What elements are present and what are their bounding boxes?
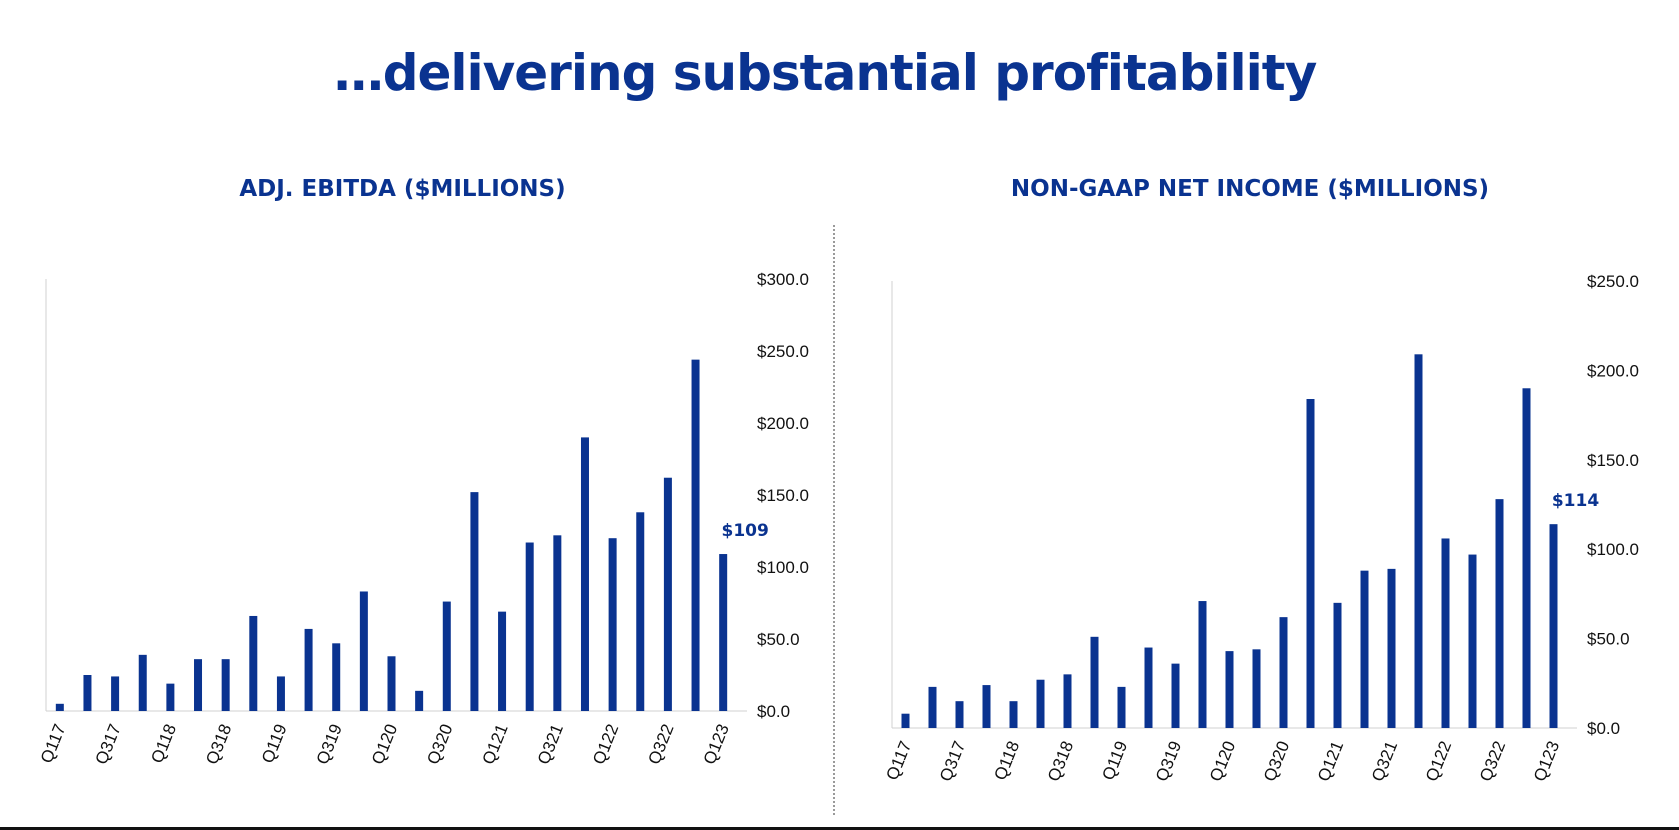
bar-q319 [332,643,341,711]
x-tick-label: Q119 [1098,738,1131,783]
x-tick-label: Q320 [1260,738,1293,784]
bar-q420 [470,492,479,711]
bar-q419 [359,591,368,711]
y-tick-label: $50.0 [1587,630,1630,649]
bar-q119 [276,676,285,711]
bar-q417 [138,654,147,711]
bar-q220 [415,690,424,711]
y-tick-label: $50.0 [757,630,800,649]
bar-q218 [194,659,203,711]
net-income-chart-title: NON-GAAP NET INCOME ($MILLIONS) [1010,176,1490,202]
y-tick-label: $200.0 [757,414,809,433]
bar-q219 [1144,647,1153,728]
bar-q422 [1522,388,1531,728]
x-tick-label: Q317 [936,738,969,784]
y-tick-label: $100.0 [757,558,809,577]
bar-q119 [1117,686,1126,728]
data-label-q123: $114 [1552,491,1599,511]
bar-q117 [901,713,910,728]
bar-q117 [55,703,64,711]
y-tick-label: $300.0 [757,270,809,289]
x-tick-label: Q121 [1314,738,1347,784]
bar-q221 [1360,570,1369,728]
ebitda-bar-chart: $0.0$50.0$100.0$150.0$200.0$250.0$300.0Q… [37,270,809,767]
bar-q317 [955,701,964,728]
y-tick-label: $100.0 [1587,540,1639,559]
y-tick-label: $0.0 [1587,719,1620,738]
bar-q222 [636,512,645,711]
x-tick-label: Q120 [1206,738,1239,784]
bar-q421 [1414,354,1423,728]
y-tick-label: $150.0 [1587,451,1639,470]
data-label-q123: $109 [722,521,769,541]
bar-q318 [1063,674,1072,728]
bar-q322 [663,477,672,711]
bar-q121 [1333,602,1342,728]
x-tick-label: Q321 [1368,738,1401,784]
bar-q320 [1279,617,1288,728]
bar-q118 [166,683,175,711]
bar-q419 [1198,601,1207,728]
ebitda-chart-title: ADJ. EBITDA ($MILLIONS) [239,176,566,202]
bar-q418 [249,615,258,711]
page-title: …delivering substantial profitability [333,44,1318,102]
bar-q122 [608,538,617,711]
x-tick-label: Q322 [1476,738,1509,784]
bar-q123 [719,554,728,711]
bar-q421 [580,437,589,711]
bar-q320 [442,601,451,711]
bar-q318 [221,659,230,711]
bar-q222 [1468,554,1477,728]
bar-q218 [1036,679,1045,728]
bar-q217 [928,686,937,728]
bar-q317 [111,676,120,711]
x-tick-label: Q118 [990,738,1023,783]
bottom-rule [0,827,1679,830]
bar-q120 [1225,651,1234,728]
bar-q221 [525,542,534,711]
bar-q417 [982,685,991,728]
y-tick-label: $250.0 [757,342,809,361]
y-tick-label: $0.0 [757,702,790,721]
bar-q319 [1171,663,1180,728]
bar-q321 [1387,568,1396,728]
bar-q118 [1009,701,1018,728]
bar-q219 [304,628,313,711]
bar-q123 [1549,524,1558,728]
x-tick-label: Q122 [1422,738,1455,784]
bar-q217 [83,675,92,711]
x-tick-label: Q319 [1152,738,1185,784]
x-tick-label: Q117 [882,738,915,783]
y-tick-label: $200.0 [1587,361,1639,380]
bar-q322 [1495,499,1504,728]
bar-q120 [387,656,396,711]
bar-q321 [553,535,562,711]
bar-q422 [691,359,700,711]
bar-q121 [498,611,507,711]
x-tick-label: Q318 [1044,738,1077,784]
bar-q418 [1090,636,1099,728]
bar-q220 [1252,649,1261,728]
y-tick-label: $250.0 [1587,272,1639,291]
bar-q122 [1441,538,1450,728]
chart-divider [833,225,835,815]
x-tick-label: Q123 [1530,738,1563,784]
y-tick-label: $150.0 [757,486,809,505]
bar-q420 [1306,399,1315,728]
